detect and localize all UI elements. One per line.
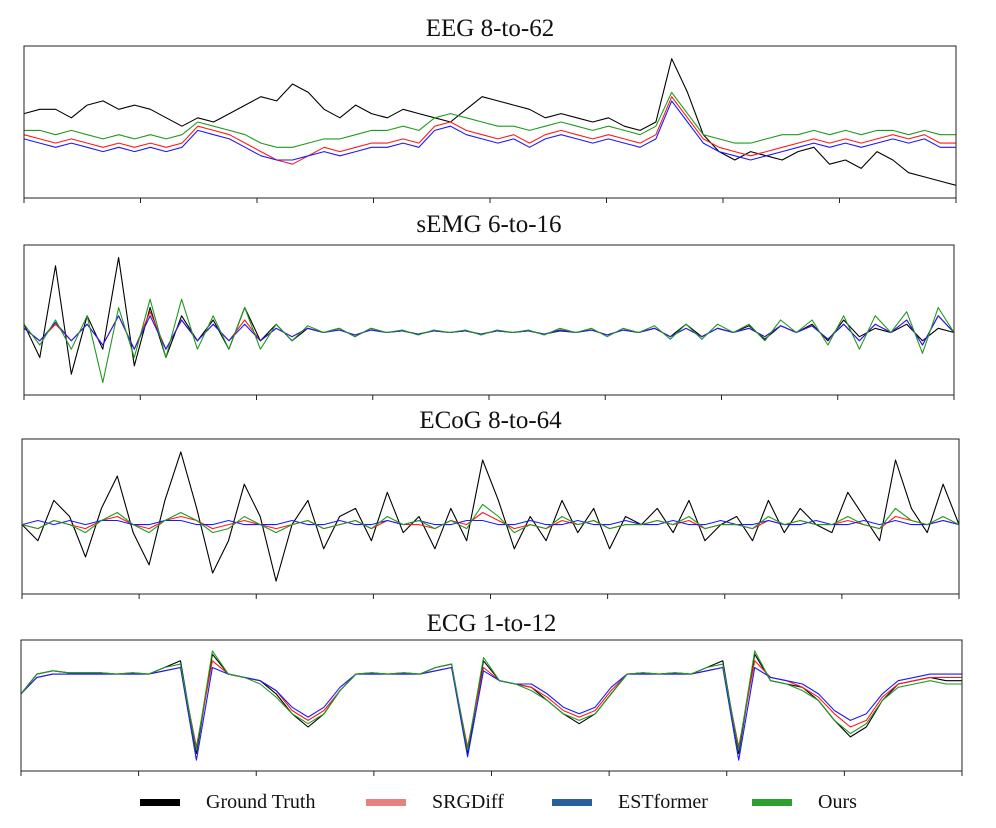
series-line-srgdiff-eeg-8-to-62 (23, 96, 956, 165)
legend-swatch-ours (752, 798, 792, 806)
legend-item-estformer: ESTformer (552, 786, 708, 818)
series-line-estformer-eeg-8-to-62 (23, 100, 956, 161)
legend-label-srgdiff: SRGDiff (432, 790, 504, 813)
plot-frame-eeg-8-to-62 (23, 45, 957, 199)
legend-item-ours: Ours (752, 786, 857, 818)
series-line-ours-eeg-8-to-62 (24, 91, 956, 148)
legend-label-ground-truth: Ground Truth (206, 790, 316, 813)
panel-title-ecog-8-to-64: ECoG 8-to-64 (419, 407, 562, 434)
legend-swatch-srgdiff (366, 798, 406, 806)
panel-ecg-1-to-12: ECG 1-to-12 (20, 610, 963, 776)
figure: EEG 8-to-62 sEMG 6-to-16 ECoG 8-to-64 ECG 1… (20, 15, 963, 776)
legend-label-estformer: ESTformer (618, 790, 708, 813)
series-line-estformer-ecg-1-to-12 (20, 666, 962, 761)
panel-semg-6-to-16: sEMG 6-to-16 (23, 211, 955, 400)
legend-swatch-ground-truth (140, 798, 180, 806)
legend-item-ground-truth: Ground Truth (140, 786, 315, 818)
legend: Ground Truth SRGDiff ESTformer Ours (0, 786, 996, 818)
legend-label-ours: Ours (818, 790, 857, 813)
plot-frame-ecg-1-to-12 (20, 639, 963, 772)
series-line-ground-truth-ecog-8-to-64 (21, 451, 960, 582)
panel-title-eeg-8-to-62: EEG 8-to-62 (426, 15, 554, 42)
series-line-ours-ecog-8-to-64 (21, 503, 960, 534)
panel-ecog-8-to-64: ECoG 8-to-64 (21, 407, 960, 599)
panel-title-ecg-1-to-12: ECG 1-to-12 (427, 610, 557, 637)
panel-title-semg-6-to-16: sEMG 6-to-16 (416, 211, 561, 238)
panel-eeg-8-to-62: EEG 8-to-62 (23, 15, 957, 203)
legend-swatch-estformer (552, 798, 592, 806)
series-line-ground-truth-eeg-8-to-62 (23, 58, 957, 186)
series-line-estformer-ecog-8-to-64 (21, 519, 960, 526)
legend-item-srgdiff: SRGDiff (366, 786, 504, 818)
series-line-ground-truth-semg-6-to-16 (23, 256, 955, 375)
series-line-ours-semg-6-to-16 (23, 298, 955, 384)
series-line-ours-ecg-1-to-12 (20, 650, 962, 751)
plot-frame-semg-6-to-16 (23, 244, 955, 396)
